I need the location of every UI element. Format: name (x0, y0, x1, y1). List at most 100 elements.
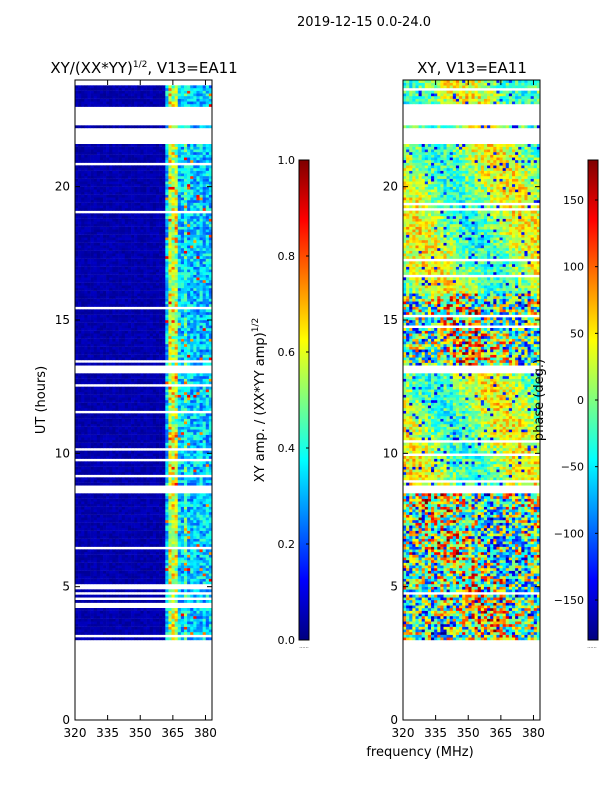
heatmap-cell (143, 408, 147, 411)
heatmap-cell (205, 344, 210, 347)
heatmap-cell (168, 386, 172, 390)
heatmap-cell (106, 570, 110, 574)
heatmap-cell (159, 541, 163, 545)
heatmap-cell (199, 538, 203, 542)
heatmap-cell (140, 349, 144, 353)
heatmap-cell (124, 637, 129, 641)
heatmap-cell (205, 562, 210, 566)
heatmap-cell (177, 496, 182, 499)
heatmap-cell (205, 320, 210, 323)
heatmap-cell (193, 346, 197, 350)
heatmap-cell (137, 317, 141, 321)
heatmap-cell (205, 453, 210, 457)
heatmap-cell (199, 578, 203, 582)
heatmap-cell (131, 280, 135, 283)
heatmap-cell (183, 352, 188, 355)
heatmap-cell (115, 466, 119, 470)
heatmap-cell (106, 514, 110, 518)
heatmap-cell (75, 312, 79, 315)
heatmap-cell (78, 517, 82, 521)
heatmap-cell (152, 557, 157, 561)
heatmap-cell (146, 304, 151, 307)
heatmap-cell (90, 517, 94, 521)
heatmap-cell (143, 573, 147, 577)
heatmap-cell (177, 498, 182, 502)
heatmap-cell (152, 333, 157, 337)
heatmap-cell (174, 520, 179, 523)
heatmap-cell (109, 536, 113, 539)
heatmap-cell (90, 357, 94, 361)
heatmap-cell (208, 509, 213, 513)
heatmap-cell (208, 424, 213, 427)
heatmap-cell (124, 466, 129, 470)
heatmap-cell (205, 461, 210, 465)
heatmap-cell (84, 514, 88, 518)
heatmap-cell (174, 397, 179, 401)
heatmap-cell (78, 618, 82, 622)
heatmap-cell (187, 432, 191, 435)
heatmap-cell (190, 560, 194, 563)
heatmap-cell (96, 525, 101, 529)
heatmap-cell (99, 538, 104, 542)
heatmap-cell (106, 405, 110, 409)
heatmap-cell (81, 528, 85, 531)
heatmap-cell (199, 344, 203, 347)
heatmap-cell (96, 333, 101, 337)
heatmap-cell (75, 552, 79, 555)
heatmap-cell (115, 437, 119, 441)
heatmap-cell (121, 568, 126, 571)
heatmap-cell (193, 565, 197, 569)
heatmap-cell (171, 608, 175, 611)
heatmap-cell (115, 333, 119, 337)
heatmap-cell (208, 381, 213, 385)
heatmap-cell (168, 397, 172, 401)
heatmap-cell (162, 426, 166, 430)
heatmap-cell (162, 317, 166, 321)
heatmap-cell (109, 613, 113, 617)
heatmap-cell (149, 496, 154, 499)
heatmap-cell (165, 445, 169, 449)
heatmap-cell (137, 354, 141, 358)
heatmap-cell (149, 517, 154, 521)
heatmap-cell (171, 482, 175, 486)
heatmap-cell (112, 325, 116, 329)
heatmap-cell (162, 301, 166, 305)
heatmap-cell (171, 293, 175, 297)
heatmap-cell (78, 456, 82, 459)
heatmap-cell (143, 626, 147, 630)
heatmap-cell (187, 376, 191, 379)
heatmap-cell (112, 568, 116, 571)
heatmap-cell (124, 504, 129, 507)
heatmap-cell (99, 378, 104, 382)
heatmap-cell (78, 594, 82, 598)
heatmap-cell (202, 498, 207, 502)
heatmap-cell (84, 285, 88, 289)
heatmap-cell (84, 594, 88, 598)
heatmap-cell (118, 450, 122, 454)
heatmap-cell (124, 378, 129, 382)
heatmap-cell (193, 437, 197, 441)
heatmap-cell (106, 493, 110, 497)
heatmap-cell (205, 533, 210, 537)
heatmap-cell (81, 314, 85, 318)
heatmap-cell (155, 552, 160, 555)
heatmap-cell (75, 608, 79, 611)
heatmap-cell (165, 344, 169, 347)
heatmap-cell (202, 482, 207, 486)
heatmap-cell (87, 618, 91, 622)
heatmap-cell (112, 282, 116, 286)
heatmap-cell (109, 456, 113, 459)
heatmap-cell (99, 512, 104, 515)
heatmap-cell (171, 600, 175, 603)
heatmap-cell (205, 394, 210, 398)
heatmap-cell (118, 349, 122, 353)
heatmap-cell (202, 304, 207, 307)
heatmap-cell (93, 621, 98, 625)
heatmap-cell (112, 293, 116, 297)
heatmap-cell (180, 464, 185, 467)
heatmap-cell (187, 362, 191, 366)
heatmap-cell (84, 405, 88, 409)
heatmap-cell (202, 466, 207, 470)
heatmap-cell (149, 301, 154, 305)
heatmap-cell (174, 514, 179, 518)
